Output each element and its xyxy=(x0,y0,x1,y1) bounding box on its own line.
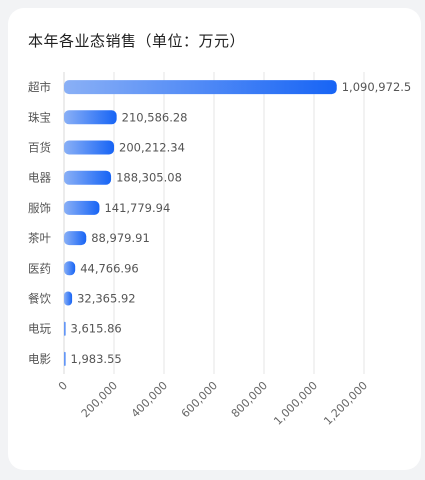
chart-title: 本年各业态销售（单位：万元） xyxy=(28,32,246,50)
bars xyxy=(64,80,337,366)
bar[interactable] xyxy=(64,351,66,366)
bar[interactable] xyxy=(64,200,100,215)
x-tick-label: 200,000 xyxy=(79,379,120,420)
value-label: 1,983.55 xyxy=(71,352,122,366)
category-label: 服饰 xyxy=(28,201,51,215)
x-tick-label: 1,200,000 xyxy=(321,379,370,428)
category-label: 餐饮 xyxy=(28,292,51,306)
value-label: 3,615.86 xyxy=(71,322,122,336)
x-tick-label: 600,000 xyxy=(179,379,220,420)
value-label: 141,779.94 xyxy=(104,201,170,215)
x-tick-label: 0 xyxy=(56,379,70,393)
x-tick-label: 1,000,000 xyxy=(271,379,320,428)
category-label: 珠宝 xyxy=(28,110,51,124)
bar[interactable] xyxy=(64,80,337,95)
value-label: 88,979.91 xyxy=(91,231,150,245)
bar[interactable] xyxy=(64,321,66,336)
category-label: 医药 xyxy=(28,261,51,275)
category-label: 超市 xyxy=(28,80,51,94)
bar[interactable] xyxy=(64,291,73,306)
x-tick-label: 800,000 xyxy=(229,379,270,420)
category-label: 茶叶 xyxy=(28,231,51,245)
bar[interactable] xyxy=(64,231,87,246)
labels: 0 200,000 400,000 600,000 800,000 1,000,000 1,… xyxy=(28,80,411,428)
value-label: 1,090,972.5 xyxy=(342,80,412,94)
bar[interactable] xyxy=(64,140,115,155)
category-label: 百货 xyxy=(28,141,51,155)
x-tick-label: 400,000 xyxy=(129,379,170,420)
bar[interactable] xyxy=(64,110,117,125)
category-label: 电器 xyxy=(28,171,51,185)
value-label: 32,365.92 xyxy=(77,292,136,306)
category-label: 电玩 xyxy=(28,322,51,336)
value-label: 44,766.96 xyxy=(80,261,139,275)
value-label: 210,586.28 xyxy=(122,110,188,124)
category-label: 电影 xyxy=(28,352,51,366)
bar[interactable] xyxy=(64,170,112,185)
value-label: 200,212.34 xyxy=(119,141,185,155)
bar[interactable] xyxy=(64,261,76,276)
value-label: 188,305.08 xyxy=(116,171,182,185)
